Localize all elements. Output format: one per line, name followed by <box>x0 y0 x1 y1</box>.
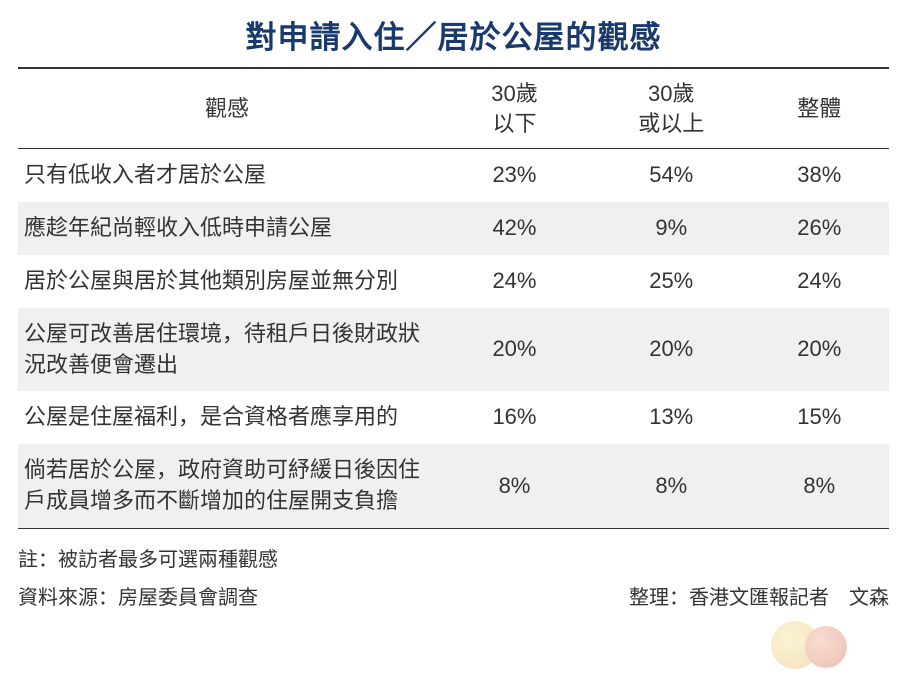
table-row: 倘若居於公屋，政府資助可紓緩日後因住戶成員增多而不斷增加的住屋開支負擔 8% 8… <box>18 444 889 528</box>
cell-value: 25% <box>593 255 750 308</box>
cell-label: 公屋是住屋福利，是合資格者應享用的 <box>18 391 436 444</box>
cell-value: 26% <box>750 202 889 255</box>
cell-label: 只有低收入者才居於公屋 <box>18 149 436 202</box>
table-row: 公屋是住屋福利，是合資格者應享用的 16% 13% 15% <box>18 391 889 444</box>
footer-note: 註：被訪者最多可選兩種觀感 <box>18 541 889 579</box>
data-table: 觀感 30歲以下 30歲或以上 整體 只有低收入者才居於公屋 23% 54% 3… <box>18 67 889 529</box>
cell-value: 8% <box>436 444 593 528</box>
cell-label: 居於公屋與居於其他類別房屋並無分別 <box>18 255 436 308</box>
cell-label: 應趁年紀尚輕收入低時申請公屋 <box>18 202 436 255</box>
cell-label: 公屋可改善居住環境，待租戶日後財政狀況改善便會遷出 <box>18 308 436 392</box>
cell-value: 42% <box>436 202 593 255</box>
cell-value: 20% <box>436 308 593 392</box>
footer-source: 資料來源：房屋委員會調查 <box>18 579 258 617</box>
table-row: 只有低收入者才居於公屋 23% 54% 38% <box>18 149 889 202</box>
cell-value: 8% <box>593 444 750 528</box>
cell-value: 20% <box>750 308 889 392</box>
table-row: 居於公屋與居於其他類別房屋並無分別 24% 25% 24% <box>18 255 889 308</box>
cell-value: 23% <box>436 149 593 202</box>
cell-value: 24% <box>436 255 593 308</box>
cell-value: 8% <box>750 444 889 528</box>
footer-compiler: 整理：香港文匯報記者 文森 <box>629 579 889 617</box>
cell-value: 16% <box>436 391 593 444</box>
col-header-overall: 整體 <box>750 68 889 149</box>
table-header-row: 觀感 30歲以下 30歲或以上 整體 <box>18 68 889 149</box>
watermark-logo <box>767 618 877 673</box>
page-title: 對申請入住／居於公屋的觀感 <box>18 12 889 57</box>
cell-value: 15% <box>750 391 889 444</box>
cell-label: 倘若居於公屋，政府資助可紓緩日後因住戶成員增多而不斷增加的住屋開支負擔 <box>18 444 436 528</box>
cell-value: 54% <box>593 149 750 202</box>
cell-value: 20% <box>593 308 750 392</box>
table-body: 只有低收入者才居於公屋 23% 54% 38% 應趁年紀尚輕收入低時申請公屋 4… <box>18 149 889 528</box>
table-row: 應趁年紀尚輕收入低時申請公屋 42% 9% 26% <box>18 202 889 255</box>
cell-value: 38% <box>750 149 889 202</box>
col-header-perception: 觀感 <box>18 68 436 149</box>
col-header-30plus: 30歲或以上 <box>593 68 750 149</box>
footer: 註：被訪者最多可選兩種觀感 資料來源：房屋委員會調查 整理：香港文匯報記者 文森 <box>18 541 889 617</box>
col-header-under30: 30歲以下 <box>436 68 593 149</box>
cell-value: 24% <box>750 255 889 308</box>
cell-value: 9% <box>593 202 750 255</box>
cell-value: 13% <box>593 391 750 444</box>
table-row: 公屋可改善居住環境，待租戶日後財政狀況改善便會遷出 20% 20% 20% <box>18 308 889 392</box>
